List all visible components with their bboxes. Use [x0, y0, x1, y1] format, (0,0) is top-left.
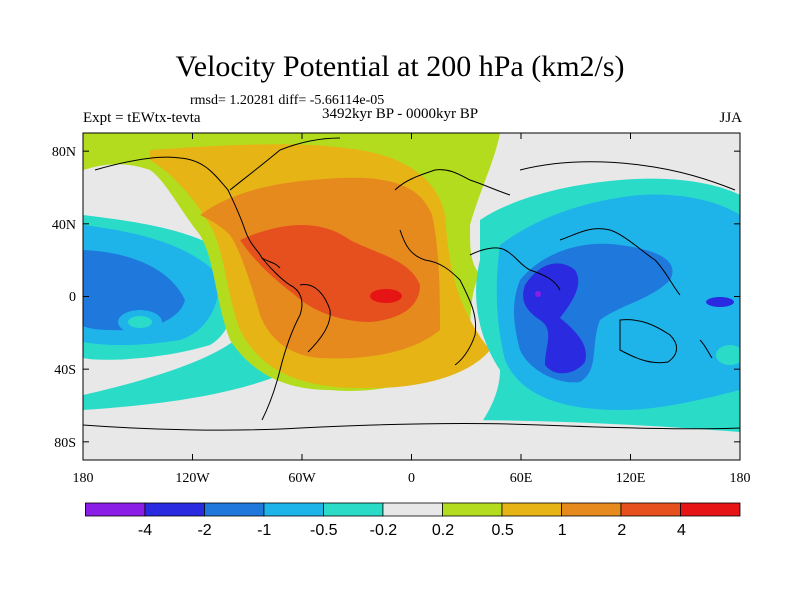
colorbar-label: 0.2 — [432, 522, 454, 539]
colorbar-swatch — [85, 502, 146, 517]
contour-neg5-point — [535, 291, 541, 297]
colorbar-label: -0.5 — [310, 522, 338, 539]
lon-tick-label: 180 — [730, 471, 751, 486]
coastlines — [83, 137, 740, 431]
experiment-label: Expt = tEWtx-tevta — [83, 110, 201, 126]
colorbar-swatch — [620, 502, 681, 517]
colorbar-label: -0.2 — [370, 522, 398, 539]
colorbar-label: 4 — [677, 522, 686, 539]
colorbar-label: 0.5 — [491, 522, 513, 539]
colorbar-swatch — [382, 502, 443, 517]
contour-neg3-west — [83, 250, 185, 331]
contour-pos5 — [370, 289, 402, 303]
contour-neg4-east — [523, 263, 586, 374]
lon-tick-label: 120E — [616, 471, 646, 486]
colorbar-swatch — [263, 502, 324, 517]
colorbar-swatch — [680, 502, 741, 517]
map-title: Velocity Potential at 200 hPa (km2/s) — [175, 50, 625, 83]
stats-text: rmsd= 1.20281 diff= -5.66114e-05 — [190, 93, 385, 108]
colorbar-label: 1 — [558, 522, 567, 539]
colorbar — [85, 502, 741, 517]
axis-ticks — [82, 133, 741, 460]
lat-tick-label: 0 — [69, 290, 76, 305]
colorbar-label: -1 — [257, 522, 271, 539]
colorbar-label: -2 — [197, 522, 211, 539]
colorbar-label: -4 — [138, 522, 152, 539]
contour-neg4-pacific — [706, 297, 734, 307]
lat-tick-label: 40N — [52, 218, 76, 233]
colorbar-swatch — [561, 502, 622, 517]
colorbar-swatch — [501, 502, 562, 517]
lon-tick-label: 60E — [510, 471, 533, 486]
colorbar-swatch — [144, 502, 205, 517]
colorbar-swatch — [323, 502, 384, 517]
contour-neg1-pacific — [716, 345, 740, 365]
lat-tick-label: 80N — [52, 145, 76, 160]
season-label: JJA — [719, 110, 742, 126]
contour-neg1-south — [83, 340, 283, 410]
contour-field — [83, 133, 740, 460]
colorbar-swatch — [204, 502, 265, 517]
lon-tick-label: 60W — [288, 471, 316, 486]
lat-tick-label: 80S — [54, 436, 76, 451]
lon-tick-label: 120W — [175, 471, 210, 486]
contour-neg1-blob — [128, 316, 152, 328]
colorbar-swatch — [442, 502, 503, 517]
period-label: 3492kyr BP - 0000kyr BP — [322, 106, 479, 122]
lon-tick-label: 0 — [408, 471, 415, 486]
lon-tick-label: 180 — [73, 471, 94, 486]
lat-tick-label: 40S — [54, 363, 76, 378]
colorbar-label: 2 — [617, 522, 626, 539]
